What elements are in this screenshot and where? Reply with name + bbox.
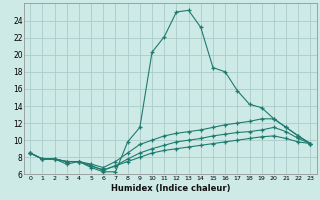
X-axis label: Humidex (Indice chaleur): Humidex (Indice chaleur) — [110, 184, 230, 193]
